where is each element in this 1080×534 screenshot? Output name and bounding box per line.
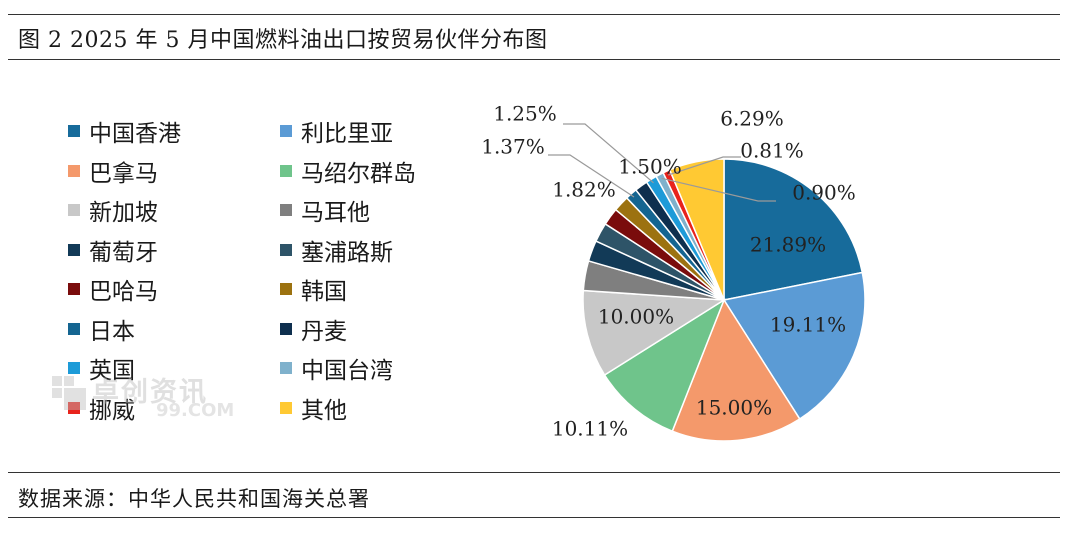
slice-data-label: 0.81% <box>740 139 804 163</box>
slice-data-label: 10.00% <box>598 305 674 329</box>
legend-label: 利比里亚 <box>301 121 393 147</box>
legend-swatch <box>68 283 80 295</box>
legend-item: 日本 <box>68 314 135 345</box>
legend-item: 其他 <box>280 393 347 424</box>
slice-data-label: 21.89% <box>750 233 826 257</box>
legend-item: 利比里亚 <box>280 116 393 147</box>
pie-slices <box>582 158 866 442</box>
legend-swatch <box>280 322 292 335</box>
legend-label: 英国 <box>89 358 135 384</box>
slice-data-label: 0.90% <box>792 181 856 205</box>
slice-data-label: 1.50% <box>618 155 682 179</box>
legend-label: 巴拿马 <box>89 160 158 187</box>
legend-label: 巴哈马 <box>89 279 158 305</box>
legend-item: 挪威 <box>68 393 135 424</box>
slice-data-label: 10.11% <box>552 417 628 441</box>
legend-item: 新加坡 <box>68 195 158 226</box>
legend-label: 马绍尔群岛 <box>301 160 416 187</box>
slice-data-label: 1.82% <box>552 178 616 202</box>
legend-item: 葡萄牙 <box>68 235 158 266</box>
pie-slice <box>668 158 725 301</box>
legend-item: 中国香港 <box>68 116 181 147</box>
legend-item: 巴哈马 <box>68 274 158 305</box>
legend-label: 马耳他 <box>301 200 370 226</box>
slice-data-label: 6.29% <box>720 107 784 131</box>
legend-label: 葡萄牙 <box>89 239 158 266</box>
legend-item: 丹麦 <box>280 314 347 345</box>
figure-title: 图 2 2025 年 5 月中国燃料油出口按贸易伙伴分布图 <box>18 28 548 53</box>
legend-label: 新加坡 <box>89 200 158 226</box>
bottom-rule <box>8 517 1060 518</box>
legend-swatch <box>68 204 80 216</box>
legend-item: 中国台湾 <box>280 353 393 384</box>
pie-slice <box>722 271 866 420</box>
legend-swatch <box>280 362 292 374</box>
leader-line <box>563 123 654 184</box>
legend-label: 塞浦路斯 <box>301 239 393 266</box>
legend-swatch <box>68 125 80 137</box>
source-rule-top <box>8 472 1060 473</box>
leader-line <box>668 156 741 176</box>
source-note: 数据来源：中华人民共和国海关总署 <box>18 487 370 511</box>
leader-line <box>548 154 635 198</box>
pie-slice <box>671 298 801 442</box>
legend-label: 韩国 <box>301 279 347 305</box>
legend-swatch <box>68 164 80 177</box>
pie-leader-lines <box>548 123 776 202</box>
legend-item: 塞浦路斯 <box>280 235 393 266</box>
legend-label: 丹麦 <box>301 318 347 345</box>
legend-label: 日本 <box>89 318 135 345</box>
slice-data-label: 1.25% <box>493 102 557 126</box>
legend-item: 马绍尔群岛 <box>280 156 416 187</box>
legend-item: 马耳他 <box>280 195 370 226</box>
legend-label: 中国台湾 <box>301 358 393 384</box>
legend-label: 中国香港 <box>89 121 181 147</box>
legend-swatch <box>68 243 80 256</box>
leader-line <box>661 177 776 202</box>
legend-swatch <box>68 322 80 335</box>
slice-data-label: 19.11% <box>770 313 846 337</box>
legend-swatch <box>280 164 292 177</box>
legend-item: 巴拿马 <box>68 156 158 187</box>
title-rule <box>8 59 1060 60</box>
legend-label: 其他 <box>301 397 347 424</box>
legend-swatch <box>68 362 80 374</box>
legend-swatch <box>280 243 292 256</box>
slice-data-label: 15.00% <box>696 396 772 420</box>
legend-item: 韩国 <box>280 274 347 305</box>
legend-swatch <box>280 401 292 414</box>
pie-slice <box>603 298 726 433</box>
legend-swatch <box>280 283 292 295</box>
pie-labels: 21.89% 19.11% 15.00% 10.11% 10.00% 1.82% 1.37%… <box>481 102 856 441</box>
legend-item: 英国 <box>68 353 135 384</box>
slice-data-label: 1.37% <box>481 135 545 159</box>
pie-slice <box>723 158 864 301</box>
legend-swatch <box>280 204 292 216</box>
legend-swatch <box>280 125 292 137</box>
top-rule <box>8 14 1060 15</box>
pie-slice <box>582 289 727 377</box>
legend-swatch <box>68 401 80 414</box>
legend-label: 挪威 <box>89 397 135 424</box>
